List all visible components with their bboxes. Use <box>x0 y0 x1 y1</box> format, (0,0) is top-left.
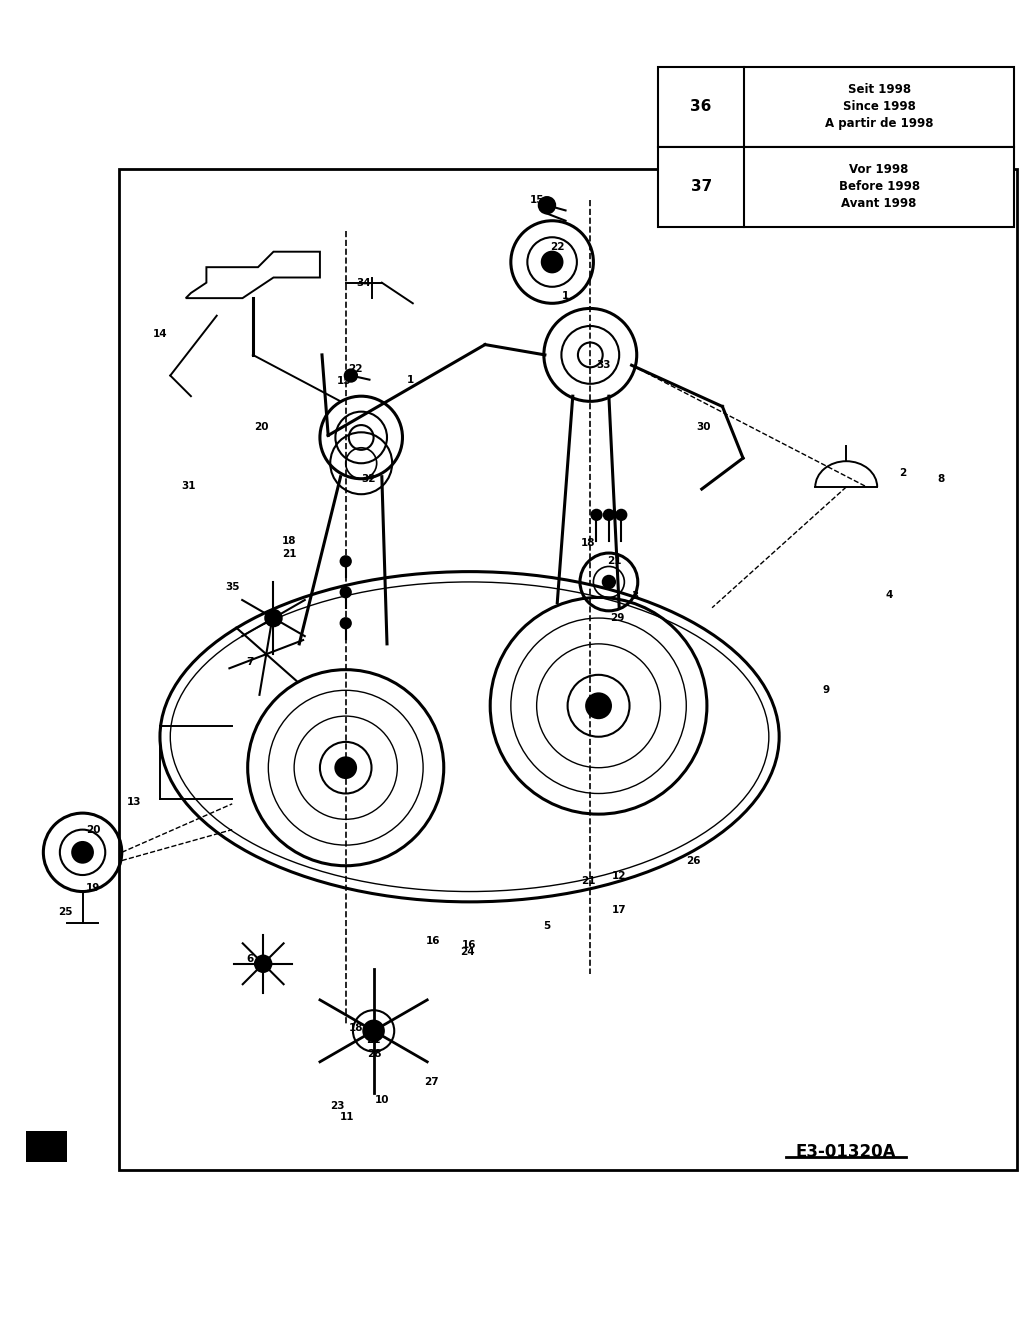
Text: 16: 16 <box>426 936 441 946</box>
Text: 33: 33 <box>596 360 611 371</box>
Text: 27: 27 <box>424 1078 439 1087</box>
Text: 6: 6 <box>246 954 254 964</box>
Circle shape <box>363 1021 384 1041</box>
Circle shape <box>616 510 626 520</box>
Text: 26: 26 <box>686 856 701 865</box>
Text: 5: 5 <box>543 921 551 930</box>
Bar <box>26 1131 67 1162</box>
Circle shape <box>591 510 602 520</box>
Text: 20: 20 <box>86 824 100 835</box>
Text: 4: 4 <box>885 590 894 601</box>
Text: 1: 1 <box>407 375 415 384</box>
Text: 21: 21 <box>607 557 621 566</box>
Polygon shape <box>186 251 320 298</box>
Text: 1: 1 <box>561 291 570 302</box>
Text: 35: 35 <box>225 582 239 593</box>
Text: 30: 30 <box>697 423 711 432</box>
Text: E3-01320A: E3-01320A <box>796 1143 897 1160</box>
Text: 10: 10 <box>375 1095 389 1104</box>
Text: 36: 36 <box>690 100 712 114</box>
Text: 21: 21 <box>366 1035 381 1045</box>
Circle shape <box>72 843 93 863</box>
Text: 18: 18 <box>282 536 296 546</box>
Text: 15: 15 <box>336 376 351 385</box>
Text: 15: 15 <box>529 195 544 205</box>
Circle shape <box>341 556 351 566</box>
Text: 22: 22 <box>348 364 362 375</box>
Text: 18: 18 <box>581 538 595 548</box>
Circle shape <box>604 510 614 520</box>
Text: 13: 13 <box>127 797 141 807</box>
Circle shape <box>586 694 611 718</box>
Circle shape <box>345 369 357 381</box>
Bar <box>658 148 1014 227</box>
Circle shape <box>335 758 356 777</box>
Text: 11: 11 <box>340 1111 354 1122</box>
Text: 22: 22 <box>550 242 565 251</box>
Text: Seit 1998
Since 1998
A partir de 1998: Seit 1998 Since 1998 A partir de 1998 <box>825 84 933 130</box>
Text: 7: 7 <box>246 658 254 667</box>
Text: 12: 12 <box>612 870 626 881</box>
Text: 31: 31 <box>182 481 196 490</box>
Circle shape <box>341 618 351 629</box>
Text: 34: 34 <box>356 278 370 287</box>
Text: 21: 21 <box>581 876 595 886</box>
Text: 3: 3 <box>631 591 639 602</box>
Circle shape <box>255 956 271 971</box>
Text: 29: 29 <box>610 613 624 623</box>
Text: 19: 19 <box>86 884 100 893</box>
Text: 24: 24 <box>460 948 475 957</box>
Text: 18: 18 <box>349 1023 363 1033</box>
Circle shape <box>542 251 562 272</box>
Circle shape <box>539 197 555 214</box>
Text: 9: 9 <box>823 686 829 695</box>
Circle shape <box>341 587 351 598</box>
Text: 28: 28 <box>367 1049 382 1059</box>
Text: 8: 8 <box>937 473 945 484</box>
Circle shape <box>603 575 615 589</box>
Text: Vor 1998
Before 1998
Avant 1998: Vor 1998 Before 1998 Avant 1998 <box>839 163 920 210</box>
Text: 23: 23 <box>330 1102 345 1111</box>
Text: 14: 14 <box>153 330 167 339</box>
Bar <box>658 66 1014 148</box>
Text: 32: 32 <box>361 473 376 484</box>
Bar <box>119 169 1017 1170</box>
Text: 16: 16 <box>462 940 477 950</box>
Circle shape <box>265 610 282 626</box>
Text: 17: 17 <box>612 905 626 916</box>
Text: 25: 25 <box>58 908 72 917</box>
Text: 37: 37 <box>690 179 712 194</box>
Text: 2: 2 <box>899 468 907 477</box>
Text: 20: 20 <box>254 423 268 432</box>
Text: 21: 21 <box>282 549 296 560</box>
